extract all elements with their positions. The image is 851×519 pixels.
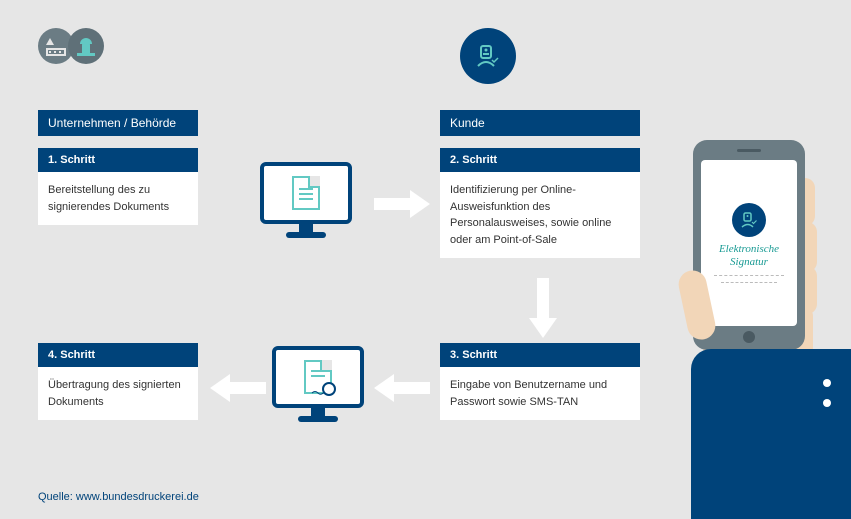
step-4: 4. Schritt Übertragung des signierten Do… bbox=[38, 343, 198, 420]
monitor-signed-icon bbox=[272, 346, 364, 422]
phone-text-line1: Elektronische bbox=[719, 243, 779, 256]
source-citation: Quelle: www.bundesdruckerei.de bbox=[38, 491, 199, 503]
company-icons bbox=[38, 28, 104, 69]
step-4-body: Übertragung des signierten Dokuments bbox=[38, 367, 198, 420]
arrow-step3-to-monitor bbox=[374, 374, 394, 402]
arrow-step2-to-step3 bbox=[529, 318, 557, 338]
customer-icon bbox=[460, 28, 516, 84]
customer-header: Kunde bbox=[440, 110, 640, 136]
arrow-monitor-to-step4 bbox=[210, 374, 230, 402]
stamp-icon bbox=[68, 28, 104, 64]
customer-header-label: Kunde bbox=[450, 116, 485, 130]
company-header: Unternehmen / Behörde bbox=[38, 110, 198, 136]
step-1-body: Bereitstellung des zu signierendes Dokum… bbox=[38, 172, 198, 225]
step-1: 1. Schritt Bereitstellung des zu signier… bbox=[38, 148, 198, 225]
step-2-body: Identifizierung per Online-Ausweisfunkti… bbox=[440, 172, 640, 258]
step-3-body: Eingabe von Benutzername und Passwort so… bbox=[440, 367, 640, 420]
step-3-title: 3. Schritt bbox=[440, 343, 640, 367]
arrow-step1-to-step2 bbox=[410, 190, 430, 218]
phone-text-line2: Signatur bbox=[719, 256, 779, 269]
hand-phone-illustration: Elektronische Signatur bbox=[651, 0, 851, 519]
company-header-label: Unternehmen / Behörde bbox=[48, 116, 176, 130]
monitor-document-icon bbox=[260, 162, 352, 238]
step-4-title: 4. Schritt bbox=[38, 343, 198, 367]
phone-badge-icon bbox=[732, 203, 766, 237]
step-2-title: 2. Schritt bbox=[440, 148, 640, 172]
step-2: 2. Schritt Identifizierung per Online-Au… bbox=[440, 148, 640, 258]
step-3: 3. Schritt Eingabe von Benutzername und … bbox=[440, 343, 640, 420]
step-1-title: 1. Schritt bbox=[38, 148, 198, 172]
